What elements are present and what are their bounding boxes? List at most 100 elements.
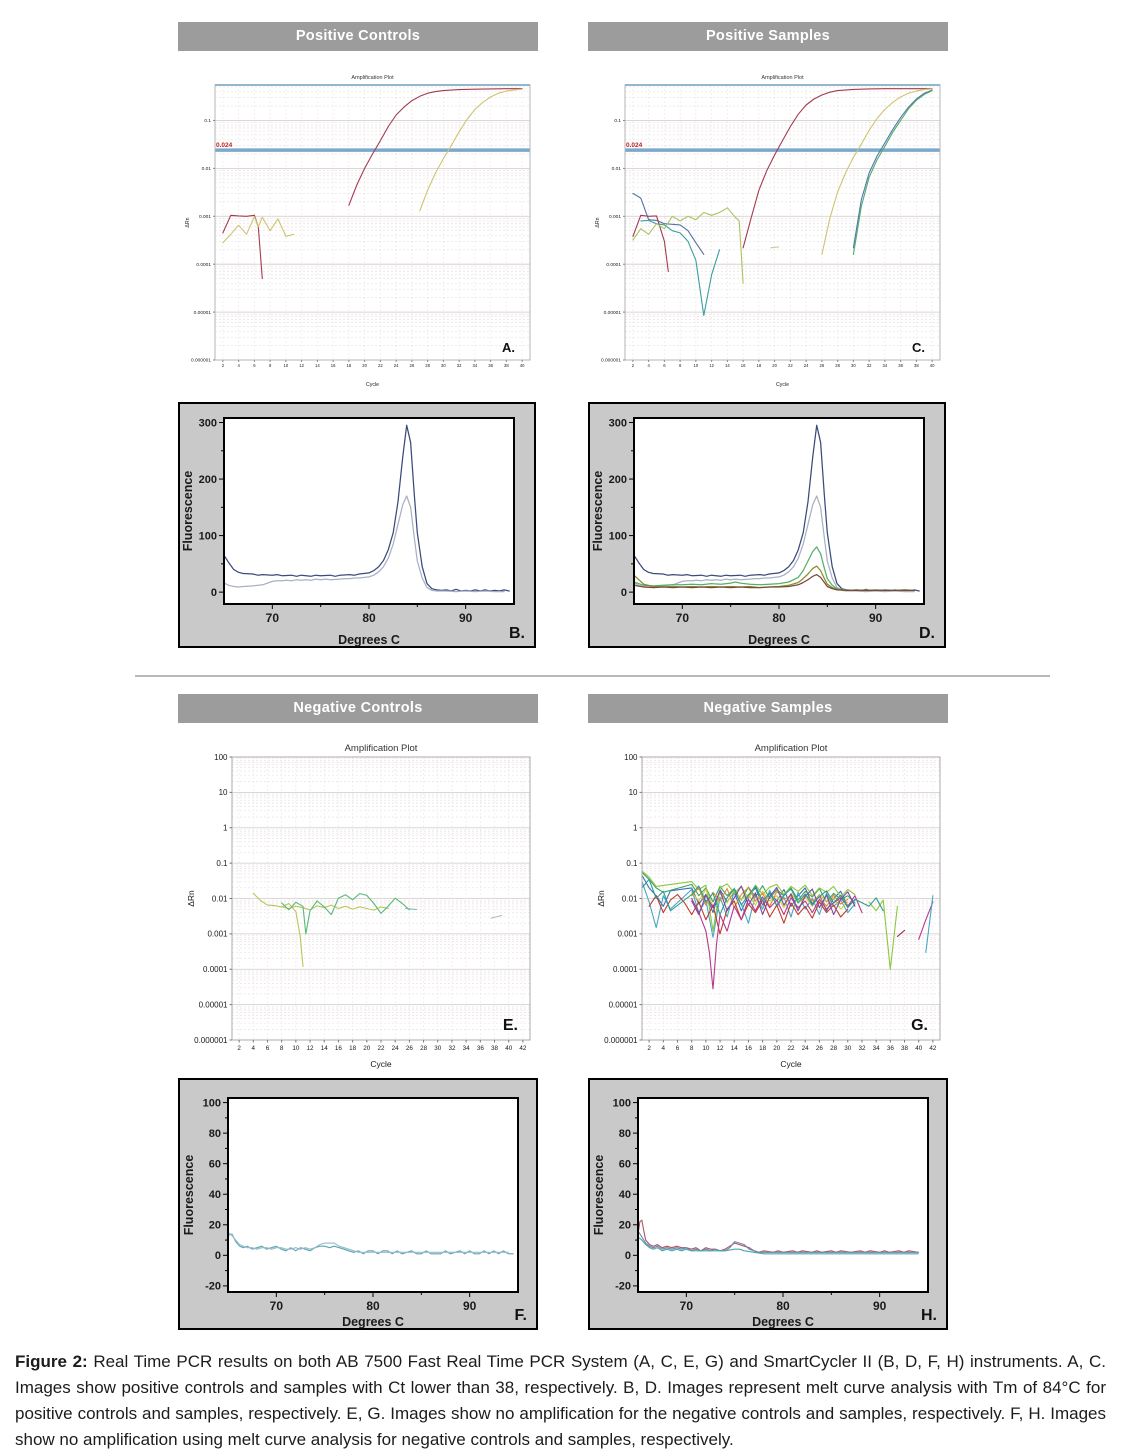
svg-text:0.00001: 0.00001 xyxy=(194,310,212,316)
svg-text:E.: E. xyxy=(503,1017,518,1034)
svg-text:26: 26 xyxy=(410,363,415,368)
svg-text:38: 38 xyxy=(504,363,509,368)
svg-text:4: 4 xyxy=(237,363,240,368)
svg-text:G.: G. xyxy=(911,1017,928,1034)
svg-text:28: 28 xyxy=(835,363,840,368)
svg-text:6: 6 xyxy=(253,363,256,368)
svg-text:100: 100 xyxy=(199,530,217,542)
melt-panel-h: -20 0 20 40 60 80 100 70 80 90 Degrees C Fluorescen… xyxy=(588,1078,948,1330)
svg-text:0.00001: 0.00001 xyxy=(609,1000,638,1009)
section-header-negative-controls: Negative Controls xyxy=(178,694,538,723)
svg-text:80: 80 xyxy=(772,611,786,625)
svg-text:0.01: 0.01 xyxy=(612,166,622,172)
svg-text:0.000001: 0.000001 xyxy=(604,1036,638,1045)
svg-text:36: 36 xyxy=(477,1045,485,1052)
svg-text:70: 70 xyxy=(680,1299,694,1313)
svg-text:0.001: 0.001 xyxy=(207,930,228,939)
melt-panel-f: -20 0 20 40 60 80 100 70 80 90 Degrees C Fluorescen… xyxy=(178,1078,538,1330)
amplification-plot-e: 100 10 1 0.1 0.01 0.001 0.0001 0.00001 0.000001 2… xyxy=(186,743,531,1069)
svg-text:0: 0 xyxy=(211,587,217,599)
svg-text:0.00001: 0.00001 xyxy=(604,310,622,316)
svg-text:40: 40 xyxy=(915,1045,923,1052)
svg-text:0.1: 0.1 xyxy=(216,859,228,868)
figure-caption-label: Figure 2: xyxy=(15,1352,88,1371)
svg-text:100: 100 xyxy=(214,753,228,762)
svg-text:20: 20 xyxy=(619,1220,631,1232)
svg-text:6: 6 xyxy=(266,1045,270,1052)
svg-text:Fluorescence: Fluorescence xyxy=(592,1155,606,1236)
svg-text:0.000001: 0.000001 xyxy=(194,1036,228,1045)
svg-text:32: 32 xyxy=(448,1045,456,1052)
svg-text:12: 12 xyxy=(307,1045,315,1052)
svg-text:34: 34 xyxy=(873,1045,881,1052)
svg-text:10: 10 xyxy=(284,363,289,368)
svg-text:0.001: 0.001 xyxy=(199,214,211,220)
svg-text:14: 14 xyxy=(321,1045,329,1052)
svg-text:Degrees C: Degrees C xyxy=(342,1315,404,1329)
svg-text:0: 0 xyxy=(215,1250,221,1262)
svg-text:2: 2 xyxy=(237,1045,241,1052)
svg-text:20: 20 xyxy=(772,363,777,368)
svg-text:24: 24 xyxy=(392,1045,400,1052)
svg-text:2: 2 xyxy=(222,363,225,368)
svg-text:36: 36 xyxy=(887,1045,895,1052)
svg-text:34: 34 xyxy=(473,363,478,368)
svg-text:Amplification Plot: Amplification Plot xyxy=(761,75,804,81)
svg-text:6: 6 xyxy=(676,1045,680,1052)
svg-text:14: 14 xyxy=(731,1045,739,1052)
svg-text:16: 16 xyxy=(331,363,336,368)
svg-text:0.0001: 0.0001 xyxy=(203,965,228,974)
svg-text:12: 12 xyxy=(299,363,304,368)
svg-text:42: 42 xyxy=(929,1045,937,1052)
svg-text:0.0001: 0.0001 xyxy=(606,262,621,268)
svg-text:80: 80 xyxy=(619,1128,631,1140)
svg-text:18: 18 xyxy=(757,363,762,368)
svg-text:18: 18 xyxy=(759,1045,767,1052)
panel-label-f: F. xyxy=(514,1307,527,1324)
svg-text:6: 6 xyxy=(663,363,666,368)
svg-text:40: 40 xyxy=(505,1045,513,1052)
melt-plot-f: -20 0 20 40 60 80 100 70 80 90 Degrees C Fluorescen… xyxy=(182,1097,519,1329)
svg-text:34: 34 xyxy=(463,1045,471,1052)
svg-text:300: 300 xyxy=(199,417,217,429)
svg-text:16: 16 xyxy=(745,1045,753,1052)
svg-text:60: 60 xyxy=(619,1159,631,1171)
svg-text:18: 18 xyxy=(349,1045,357,1052)
svg-text:Cycle: Cycle xyxy=(776,382,789,388)
svg-text:24: 24 xyxy=(804,363,809,368)
svg-text:30: 30 xyxy=(434,1045,442,1052)
svg-text:80: 80 xyxy=(362,611,376,625)
svg-text:30: 30 xyxy=(441,363,446,368)
svg-text:Fluorescence: Fluorescence xyxy=(181,471,195,552)
figure-caption: Figure 2: Real Time PCR results on both … xyxy=(15,1349,1106,1453)
svg-text:10: 10 xyxy=(702,1045,710,1052)
svg-text:8: 8 xyxy=(690,1045,694,1052)
svg-text:32: 32 xyxy=(858,1045,866,1052)
svg-text:0.0001: 0.0001 xyxy=(613,965,638,974)
section-header-negative-samples: Negative Samples xyxy=(588,694,948,723)
svg-text:38: 38 xyxy=(491,1045,499,1052)
section-header-positive-samples: Positive Samples xyxy=(588,22,948,51)
svg-text:34: 34 xyxy=(883,363,888,368)
svg-text:ΔRn: ΔRn xyxy=(596,890,606,907)
svg-text:0: 0 xyxy=(625,1250,631,1262)
svg-text:0.00001: 0.00001 xyxy=(199,1000,228,1009)
svg-text:20: 20 xyxy=(773,1045,781,1052)
svg-text:10: 10 xyxy=(629,788,638,797)
svg-text:12: 12 xyxy=(709,363,714,368)
svg-text:ΔRn: ΔRn xyxy=(185,217,191,227)
svg-text:0.001: 0.001 xyxy=(617,930,638,939)
svg-text:0.0001: 0.0001 xyxy=(196,262,211,268)
svg-text:36: 36 xyxy=(898,363,903,368)
panel-label-h: H. xyxy=(921,1307,937,1324)
svg-text:12: 12 xyxy=(717,1045,725,1052)
svg-text:26: 26 xyxy=(406,1045,414,1052)
svg-text:90: 90 xyxy=(459,611,473,625)
svg-text:Degrees C: Degrees C xyxy=(748,633,810,647)
svg-text:4: 4 xyxy=(662,1045,666,1052)
svg-text:0.000001: 0.000001 xyxy=(191,358,211,364)
svg-text:100: 100 xyxy=(609,530,627,542)
